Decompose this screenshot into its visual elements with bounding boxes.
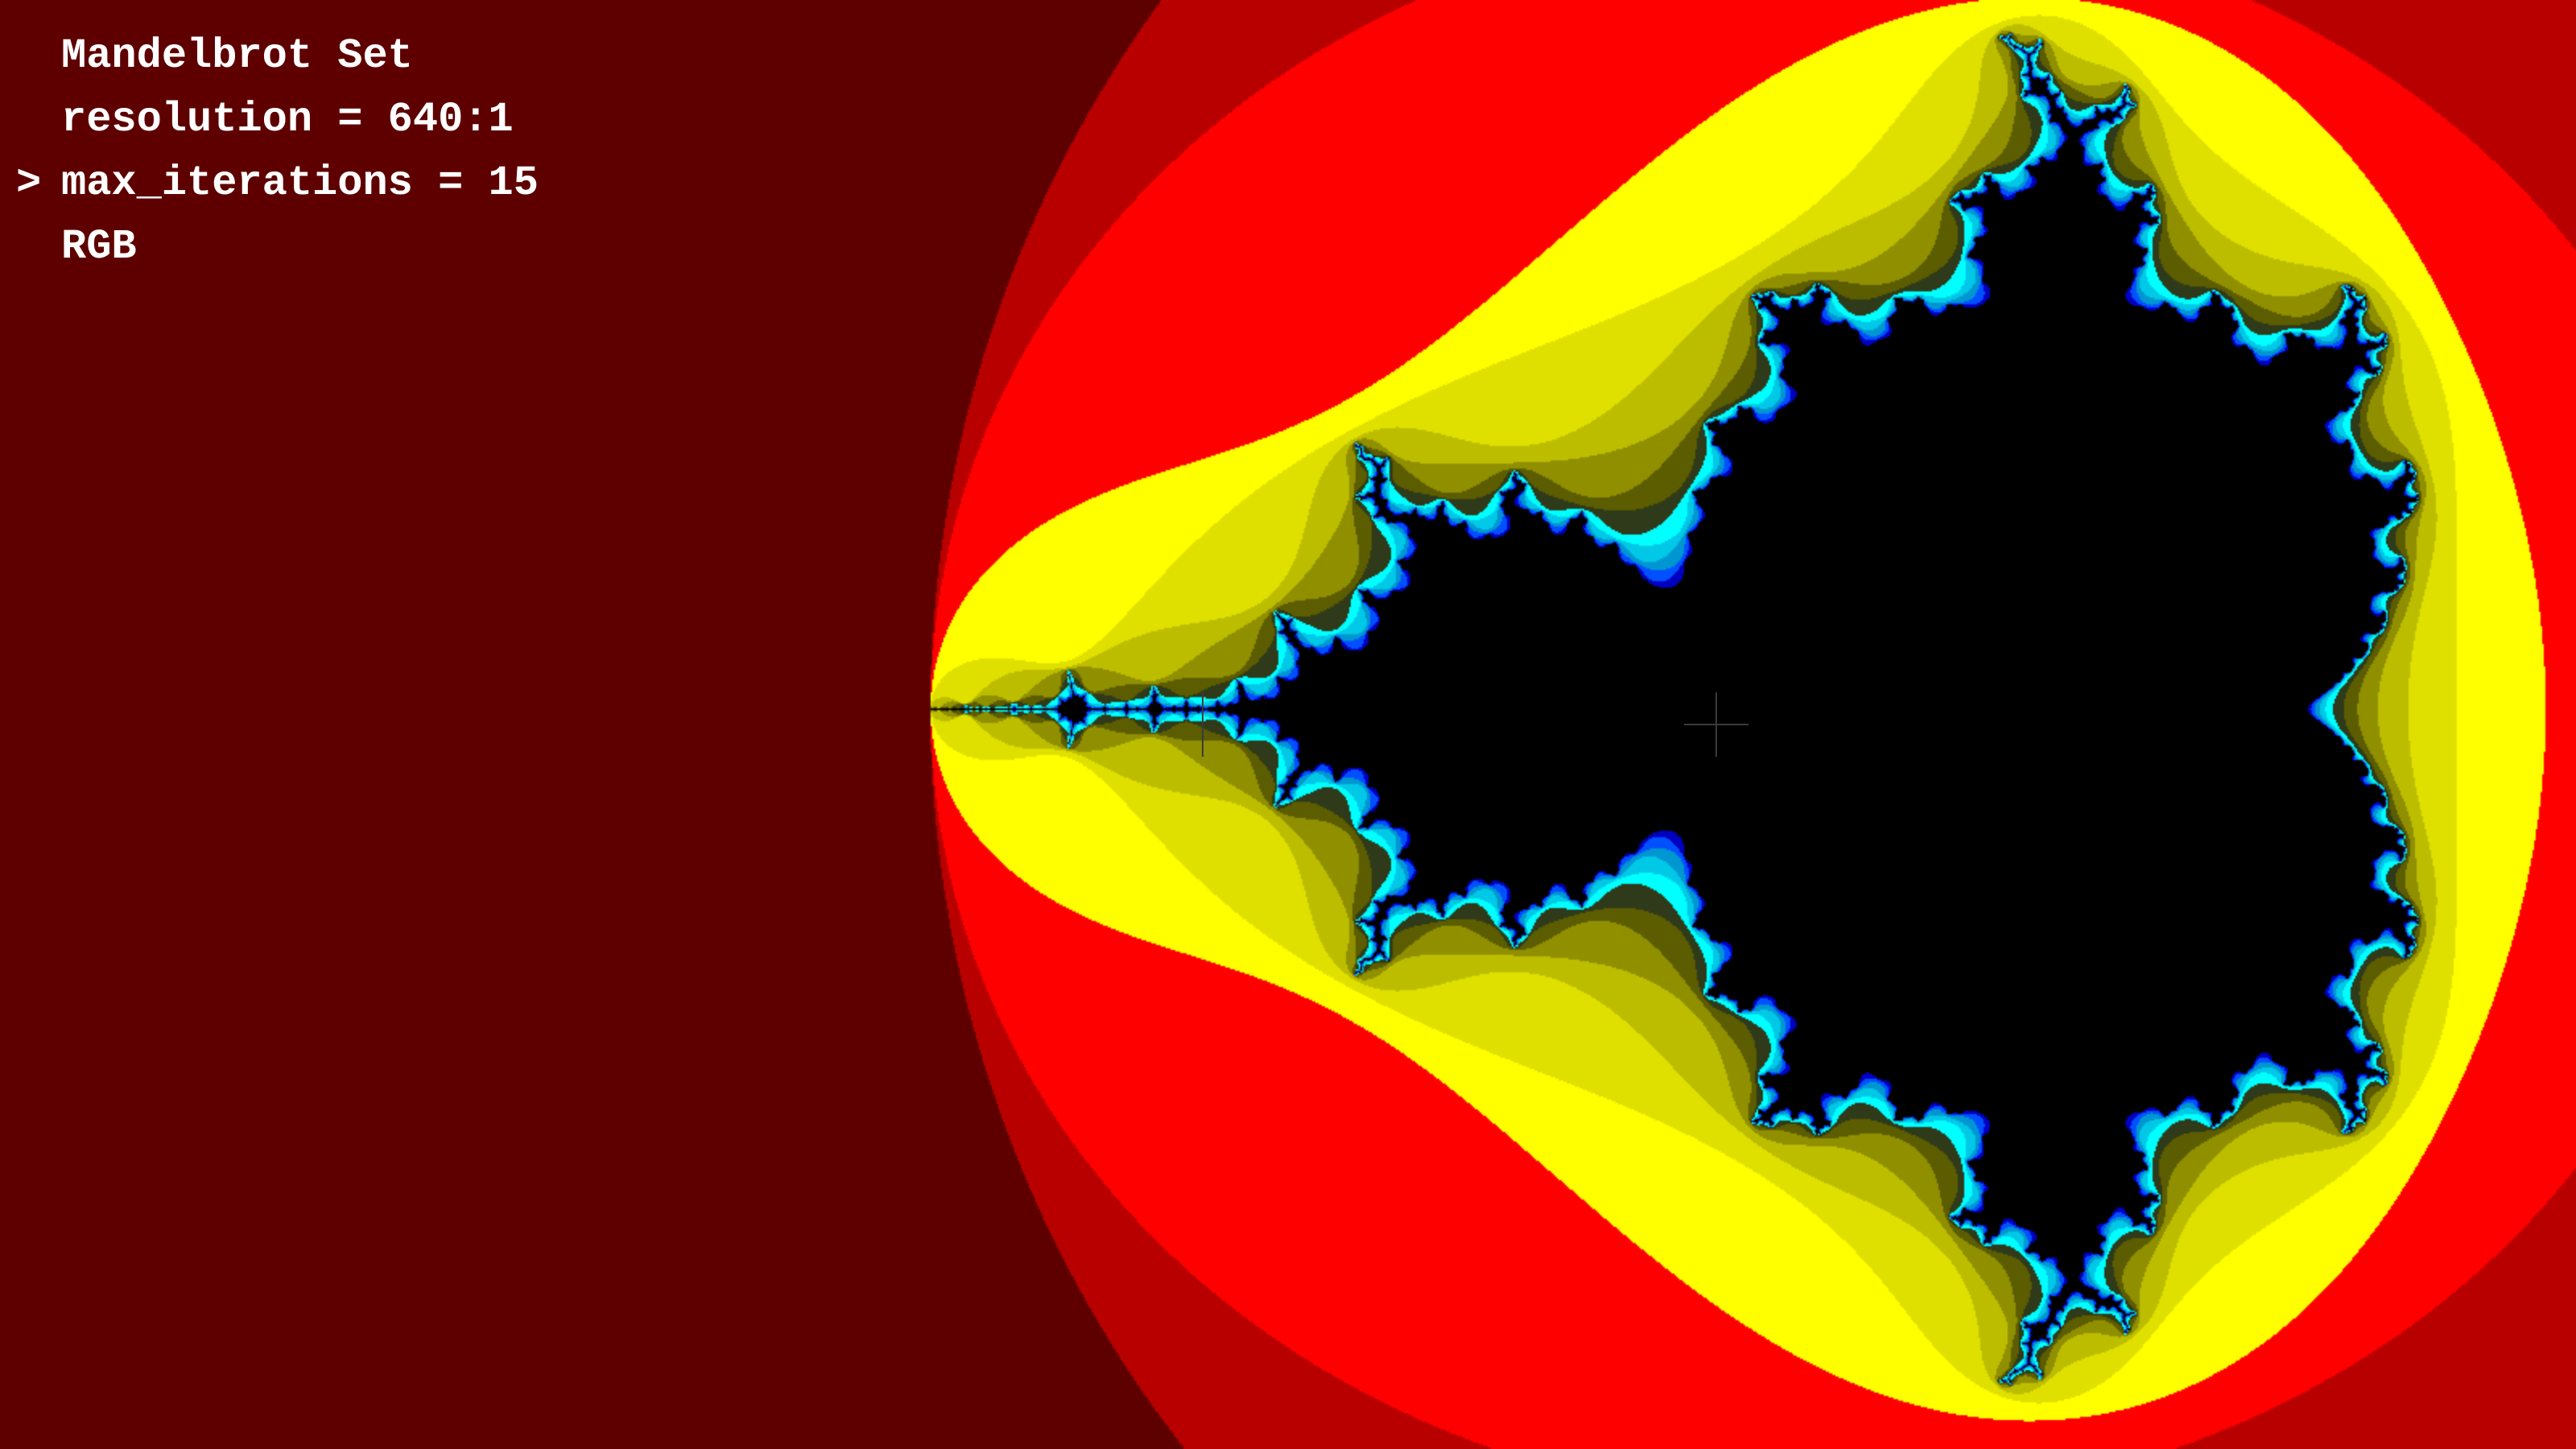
menu-item-title[interactable]: Mandelbrot Set — [16, 24, 539, 88]
menu-item-label: Mandelbrot Set — [61, 32, 413, 80]
settings-menu: Mandelbrot Set resolution = 640:1 > max_… — [16, 24, 539, 279]
menu-item-resolution[interactable]: resolution = 640:1 — [16, 88, 539, 151]
menu-item-label: RGB — [61, 223, 137, 270]
menu-item-label: max_iterations = 15 — [61, 159, 539, 207]
menu-item-color-mode[interactable]: RGB — [16, 215, 539, 279]
menu-item-label: resolution = 640:1 — [61, 96, 514, 143]
menu-item-max-iterations[interactable]: > max_iterations = 15 — [16, 151, 539, 215]
selection-cursor-icon: > — [16, 159, 42, 207]
